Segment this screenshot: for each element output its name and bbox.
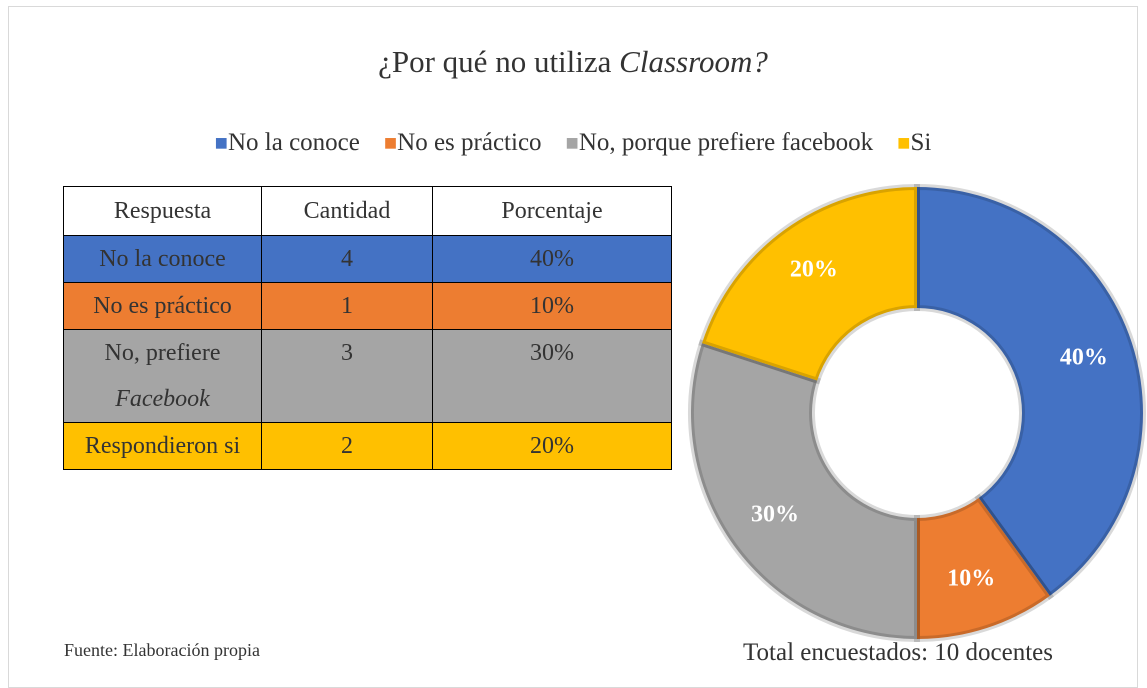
doughnut-slice [698,183,920,385]
table-cell: 1 [261,282,433,330]
table-cell: 3 [261,329,433,423]
chart: ¿Por qué no utiliza Classroom? Total enc… [215,44,1146,666]
legend-swatch: ■ [384,130,397,155]
chart-title: ¿Por qué no utiliza Classroom? [378,44,768,79]
data-label: 20% [790,257,838,283]
legend-swatch: ■ [897,130,910,155]
table-row: No es práctico 1 10% [63,282,672,330]
legend: ■No la conoce ■No es práctico ■No, porque … [215,129,932,156]
legend-label: No la conoce [228,129,360,156]
legend-swatch: ■ [215,130,228,155]
data-label: 30% [751,502,799,528]
chart-note: Total encuestados: 10 docentes [743,639,1053,666]
table-cell: 20% [432,422,672,470]
legend-label: No, porque prefiere facebook [579,129,874,156]
data-label: 40% [1060,344,1108,370]
table-cell: No, prefiere Facebook [63,329,262,423]
table-cell: Respondieron si [63,422,262,470]
header-cell: Porcentaje [432,186,672,236]
table-row: Respondieron si 2 20% [63,422,672,470]
table-cell: 30% [432,329,672,423]
header-cell: Respuesta [63,186,262,236]
table-cell: 2 [261,422,433,470]
doughnut-slice [688,339,920,643]
table-cell: 10% [432,282,672,330]
page: ¿Por qué no utiliza Classroom? Total enc… [8,6,1146,688]
table-cell: No la conoce [63,235,262,283]
table-cell: 40% [432,235,672,283]
table-cell: No es práctico [63,282,262,330]
data-table: Respuesta Cantidad Porcentaje No la conoce 4… [63,186,672,470]
table-cell: 4 [261,235,433,283]
doughnut-slice [914,493,1055,643]
table-header-row: Respuesta Cantidad Porcentaje [63,186,672,236]
data-label: 10% [947,565,995,591]
legend-label: Si [910,129,931,156]
source: Fuente: Elaboración propia [64,640,260,660]
doughnut-slice [914,183,1146,601]
table-row: No la conoce 4 40% [63,235,672,283]
legend-label: No es práctico [397,129,541,156]
legend-swatch: ■ [566,130,579,155]
table-row: No, prefiere Facebook 3 30% [63,329,672,423]
header-cell: Cantidad [261,186,433,236]
